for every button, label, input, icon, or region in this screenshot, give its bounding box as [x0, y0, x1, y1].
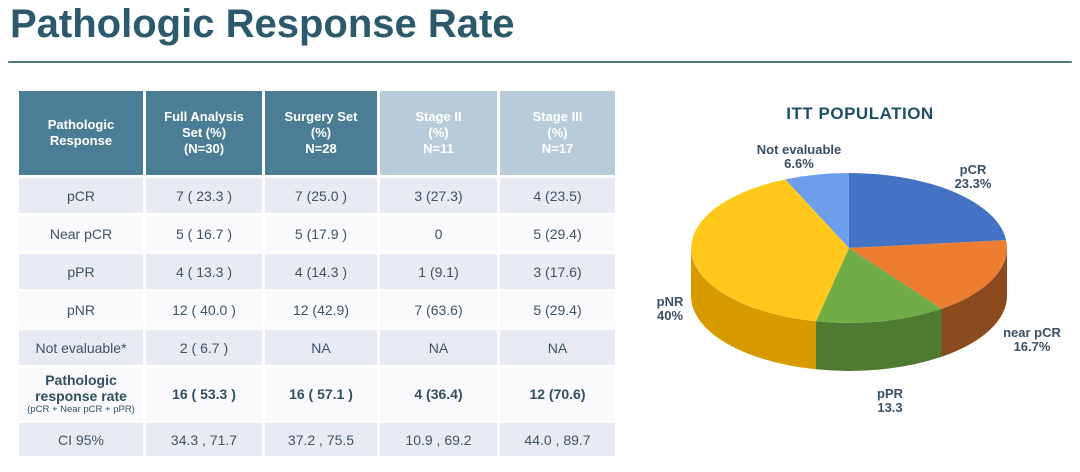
table-cell: 5 (29.4)	[500, 216, 615, 251]
table-cell: NA	[500, 330, 615, 365]
table-cell: 1 (9.1)	[380, 254, 497, 289]
table-cell: 5 ( 16.7 )	[146, 216, 262, 251]
row-label: CI 95%	[19, 423, 143, 456]
table-cell: 3 (27.3)	[380, 178, 497, 213]
header-line: Pathologic	[47, 116, 115, 132]
header-line: Surgery Set	[284, 108, 358, 124]
table-cell: 16 ( 53.3 )	[146, 368, 262, 420]
table-cell: 44.0 , 89.7	[500, 423, 615, 456]
pie-slice-label-ppr: pPR 13.3	[877, 386, 904, 415]
table-cell: 12 ( 40.0 )	[146, 292, 262, 327]
table-row: CI 95% 34.3 , 71.7 37.2 , 75.5 10.9 , 69.2 4…	[19, 423, 615, 456]
pie-slice-side-near-pcr	[941, 248, 1007, 357]
page-title: Pathologic Response Rate	[10, 2, 515, 46]
pie-slice-near-pcr	[849, 240, 1007, 309]
table-row: Not evaluable* 2 ( 6.7 ) NA NA NA	[19, 330, 615, 365]
table-cell: 4 (14.3 )	[265, 254, 377, 289]
pie-slice-pnr	[691, 179, 849, 322]
header-cell-2: Surgery Set (%) N=28	[265, 91, 377, 175]
table-cell: NA	[380, 330, 497, 365]
table-row: Near pCR 5 ( 16.7 ) 5 (17.9 ) 0 5 (29.4)	[19, 216, 615, 251]
table-header: Pathologic Response Full Analysis Set (%) (N…	[19, 91, 615, 175]
table-cell: 4 (23.5)	[500, 178, 615, 213]
header-line: Full Analysis	[164, 108, 244, 124]
chart-title: ITT POPULATION	[786, 104, 934, 123]
table-cell: 5 (17.9 )	[265, 216, 377, 251]
table-row: pPR 4 ( 13.3 ) 4 (14.3 ) 1 (9.1) 3 (17.6)	[19, 254, 615, 289]
pie-slice-side-pnr	[691, 248, 816, 370]
pie-slice-label-pnr: pNR 40%	[657, 294, 684, 323]
response-table: Pathologic Response Full Analysis Set (%) (N…	[16, 88, 618, 459]
pie-chart: pCR 23.3% near pCR 16.7% pPR 13.3 pNR 40% Not ev…	[657, 142, 1062, 415]
row-label: pNR	[19, 292, 143, 327]
table-body: pCR 7 ( 23.3 ) 7 (25.0 ) 3 (27.3) 4 (23.5) Ne…	[19, 178, 615, 456]
header-line: (%)	[310, 124, 332, 140]
row-label: Pathologic response rate (pCR + Near pCR …	[19, 368, 143, 420]
response-table-container: Pathologic Response Full Analysis Set (%) (N…	[16, 88, 618, 459]
table-cell: 34.3 , 71.7	[146, 423, 262, 456]
row-label: pCR	[19, 178, 143, 213]
header-line: (%)	[547, 124, 568, 140]
row-label: pPR	[19, 254, 143, 289]
header-line: (%)	[428, 124, 449, 140]
table-row: pCR 7 ( 23.3 ) 7 (25.0 ) 3 (27.3) 4 (23.5)	[19, 178, 615, 213]
table-cell: 7 ( 23.3 )	[146, 178, 262, 213]
pie-slice-pcr	[849, 173, 1007, 248]
pie-chart-box: pCR 23.3% near pCR 16.7% pPR 13.3 pNR 40% Not ev…	[640, 132, 1080, 452]
table-cell: 16 ( 57.1 )	[265, 368, 377, 420]
header-cell-1: Full Analysis Set (%) (N=30)	[146, 91, 262, 175]
table-cell: NA	[265, 330, 377, 365]
table-cell: 0	[380, 216, 497, 251]
table-cell: 12 (70.6)	[500, 368, 615, 420]
header-line: (N=30)	[183, 141, 225, 157]
pie-slice-label-pcr: pCR 23.3%	[955, 162, 992, 191]
table-cell: 4 ( 13.3 )	[146, 254, 262, 289]
pie-slice-label-not-evaluable: Not evaluable 6.6%	[757, 142, 842, 171]
pie-slice-ppr	[816, 248, 942, 323]
header-line: N=28	[305, 141, 337, 157]
table-cell: 12 (42.9)	[265, 292, 377, 327]
table-row: Pathologic response rate (pCR + Near pCR …	[19, 368, 615, 420]
row-label: Not evaluable*	[19, 330, 143, 365]
header-cell-0: Pathologic Response	[19, 91, 143, 175]
header-line: N=11	[423, 141, 454, 157]
header-line: N=17	[541, 141, 574, 157]
table-row: pNR 12 ( 40.0 ) 12 (42.9) 7 (63.6) 5 (29.4)	[19, 292, 615, 327]
pie-slice-side-ppr	[816, 308, 942, 371]
pie-slice-not-evaluable	[785, 173, 849, 248]
table-cell: 2 ( 6.7 )	[146, 330, 262, 365]
row-label: Near pCR	[19, 216, 143, 251]
table-cell: 5 (29.4)	[500, 292, 615, 327]
header-line: Response	[49, 133, 113, 148]
table-cell: 7 (25.0 )	[265, 178, 377, 213]
table-cell: 3 (17.6)	[500, 254, 615, 289]
pie-slice-label-near-pcr: near pCR 16.7%	[1003, 325, 1061, 354]
table-cell: 7 (63.6)	[380, 292, 497, 327]
title-underline	[8, 61, 1072, 63]
table-cell: 37.2 , 75.5	[265, 423, 377, 456]
header-cell-4: Stage III (%) N=17	[500, 91, 615, 175]
header-line: Stage II	[415, 108, 462, 124]
table-cell: 4 (36.4)	[380, 368, 497, 420]
table-cell: 10.9 , 69.2	[380, 423, 497, 456]
header-line: Set (%)	[181, 124, 227, 140]
row-label-subtext: (pCR + Near pCR + pPR)	[27, 404, 135, 416]
table-header-row: Pathologic Response Full Analysis Set (%) (N…	[19, 91, 615, 175]
header-cell-3: Stage II (%) N=11	[380, 91, 497, 175]
header-line: Stage III	[532, 108, 583, 124]
chart-panel: ITT POPULATION pCR 23.3% near pCR 16.7% pPR 1…	[640, 104, 1080, 452]
